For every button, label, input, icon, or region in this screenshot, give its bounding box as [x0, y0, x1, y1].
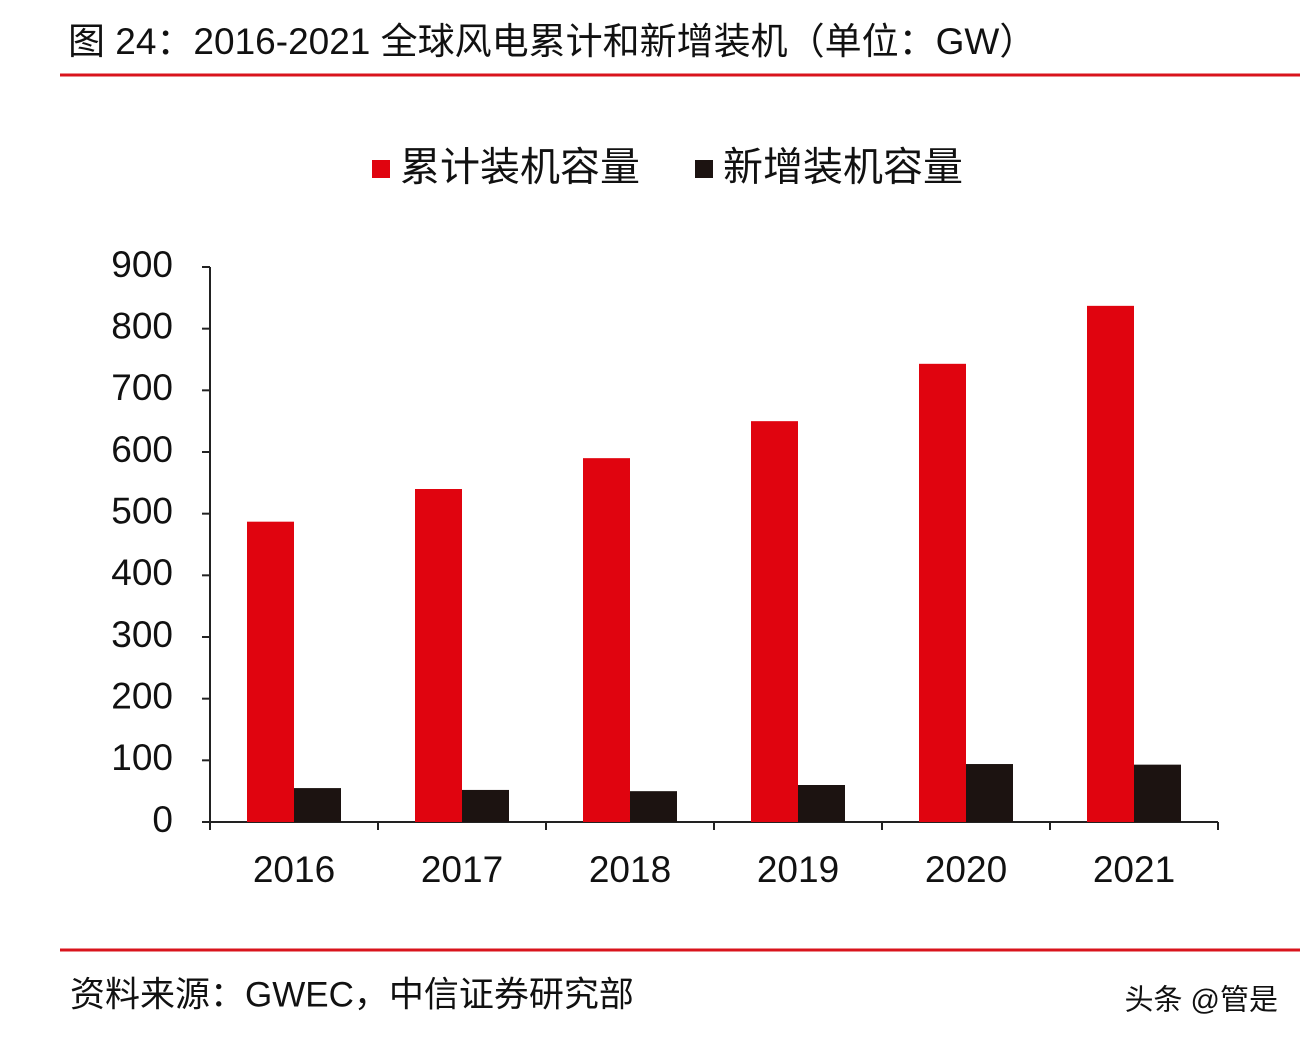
legend-label: 新增装机容量	[723, 146, 963, 190]
bar	[415, 489, 462, 822]
bar	[462, 789, 509, 822]
watermark: 头条 @管是	[1125, 984, 1279, 1017]
x-tick-label: 2021	[1093, 849, 1175, 890]
bar	[247, 521, 294, 822]
y-tick-label: 400	[111, 552, 173, 593]
legend-swatch	[372, 160, 390, 178]
x-tick-label: 2016	[253, 849, 335, 890]
x-tick-label: 2018	[589, 849, 671, 890]
legend-label: 累计装机容量	[400, 146, 640, 190]
chart-title: 图 24：2016-2021 全球风电累计和新增装机（单位：GW）	[68, 21, 1036, 62]
y-tick-label: 900	[111, 244, 173, 285]
bar	[1087, 305, 1134, 823]
y-tick-label: 700	[111, 367, 173, 408]
source-note: 资料来源：GWEC，中信证券研究部	[70, 975, 634, 1014]
y-tick-label: 200	[111, 675, 173, 716]
y-tick-label: 500	[111, 490, 173, 531]
bar	[294, 788, 341, 822]
y-tick-label: 300	[111, 614, 173, 655]
bar	[966, 764, 1013, 822]
x-tick-label: 2020	[925, 849, 1007, 890]
x-tick-label: 2019	[757, 849, 839, 890]
x-tick-label: 2017	[421, 849, 503, 890]
y-tick-label: 600	[111, 429, 173, 470]
y-tick-label: 100	[111, 737, 173, 778]
bar	[1134, 764, 1181, 822]
bar	[919, 363, 966, 822]
y-tick-label: 0	[152, 799, 173, 840]
y-tick-label: 800	[111, 305, 173, 346]
bar	[583, 458, 630, 822]
bar	[751, 421, 798, 822]
legend-swatch	[695, 160, 713, 178]
bar	[630, 791, 677, 822]
bar	[798, 785, 845, 822]
